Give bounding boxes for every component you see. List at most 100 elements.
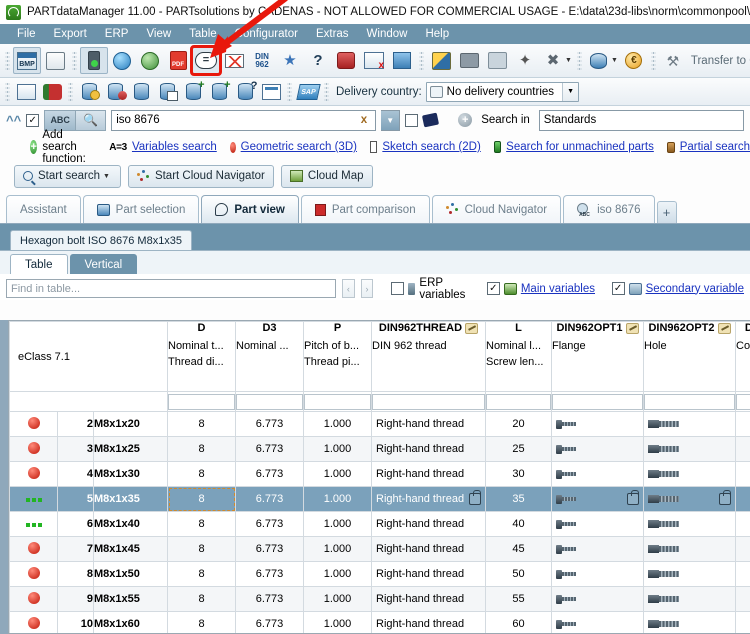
menu-item-configurator[interactable]: Configurator [234,28,298,40]
globe-green-button[interactable] [136,47,164,74]
toolbar-grip[interactable] [72,49,77,72]
help-button[interactable]: ? [313,52,323,69]
toolbar-grip[interactable] [68,80,73,103]
erp-variables-checkbox[interactable] [391,282,405,295]
header-column-P[interactable]: P Pitch of b... Thread pi... [303,321,372,392]
cell-din96[interactable] [735,561,750,587]
cell-P[interactable]: 1.000 [303,611,372,633]
menu-item-table[interactable]: Table [189,28,217,40]
cell-D[interactable]: 8 [167,536,236,562]
header-column-din962opt2[interactable]: DIN962OPT2 Hole [643,321,736,392]
main-variables-checkbox[interactable]: ✓ [486,282,500,295]
database-query-button[interactable] [232,80,258,103]
main-variables-link[interactable]: Main variables [520,282,595,295]
catalog-filter-checkbox[interactable] [405,113,419,127]
cell-L[interactable]: 30 [485,461,552,487]
start-cloud-navigator-button[interactable]: Start Cloud Navigator [127,164,274,188]
menu-item-view[interactable]: View [146,28,172,40]
cell-D3[interactable]: 6.773 [235,611,304,633]
snapshot-button[interactable] [455,47,483,74]
cell-D3[interactable]: 6.773 [235,486,304,512]
database-list-button[interactable] [258,80,284,103]
table-row[interactable]: 10 M8x1x60 8 6.773 1.000 Right-hand thread 60 [9,611,750,633]
traffic-light-button[interactable] [80,47,108,74]
sap-button[interactable]: SAP [295,80,321,103]
cell-din962opt2[interactable] [643,411,736,437]
add-tab-button[interactable]: + [656,201,677,223]
tab-part-view[interactable]: Part view [201,195,299,223]
toolbar-grip[interactable] [5,80,10,103]
cell-P[interactable]: 1.000 [303,586,372,612]
cell-P[interactable]: 1.000 [303,436,372,462]
find-prev-button[interactable]: ‹ [342,279,355,298]
filter-cell-din96[interactable] [735,391,750,412]
magic-wand-button[interactable]: ✦ [518,52,532,69]
chevron-down-icon[interactable]: ▼ [562,82,579,101]
secondary-variables-checkbox[interactable]: ✓ [611,282,625,295]
filter-cell-D[interactable] [167,391,236,412]
cell-D3[interactable]: 6.773 [235,586,304,612]
cell-D3[interactable]: 6.773 [235,561,304,587]
row-name-cell[interactable]: M8x1x30 [93,461,168,487]
tab-assistant[interactable]: Assistant [6,195,81,223]
database-environment-button[interactable] [206,80,232,103]
cell-din962opt1[interactable] [551,586,644,612]
add-search-function-icon[interactable]: + [30,140,38,154]
cell-din96[interactable] [735,511,750,537]
cell-din962opt2[interactable] [643,436,736,462]
search-in-input[interactable]: Standards [538,109,744,131]
lock-icon[interactable] [469,490,481,505]
export-pdf-button[interactable]: PDF [164,47,192,74]
menu-item-help[interactable]: Help [425,28,450,40]
din-962-button[interactable]: DIN 962 [255,51,269,69]
cell-D[interactable]: 8 [167,436,236,462]
magic-wand-off-button[interactable]: ✖ [546,52,560,69]
filter-cell-P[interactable] [303,391,372,412]
header-column-D[interactable]: D Nominal t... Thread di... [167,321,236,392]
cell-P[interactable]: 1.000 [303,536,372,562]
cell-L[interactable]: 50 [485,561,552,587]
cylinder-button[interactable] [585,47,613,74]
cell-din96[interactable] [735,461,750,487]
cell-P[interactable]: 1.000 [303,486,372,512]
table-row[interactable]: 5 M8x1x35 8 6.773 1.000 Right-hand thread 35 [9,486,750,512]
table-row[interactable]: 8 M8x1x50 8 6.773 1.000 Right-hand thread 50 [9,561,750,587]
cell-D[interactable]: 8 [167,561,236,587]
secondary-variables-toggle[interactable]: ✓ Secondary variable [611,282,744,295]
database-mail-button[interactable] [154,80,180,103]
header-column-L[interactable]: L Nominal l... Screw len... [485,321,552,392]
cell-L[interactable]: 25 [485,436,552,462]
chevron-down-icon[interactable]: ▼ [565,57,572,64]
menu-item-erp[interactable]: ERP [104,28,129,40]
cell-D3[interactable]: 6.773 [235,511,304,537]
transfer-to-cad-icon[interactable]: ⚒ [666,52,680,69]
cell-L[interactable]: 20 [485,411,552,437]
erp-variables-toggle[interactable]: ERP variables [391,277,470,301]
cell-L[interactable]: 45 [485,536,552,562]
transfer-to-cad-label[interactable]: Transfer to CA [690,54,750,67]
cell-L[interactable]: 55 [485,586,552,612]
favorites-button[interactable]: ★ [283,52,297,69]
partial-search-link[interactable]: Partial search [679,141,750,153]
search-mode-abc[interactable]: ABC [45,110,76,130]
cell-D[interactable]: 8 [167,486,236,512]
row-name-cell[interactable]: M8x1x60 [93,611,168,633]
delivery-country-select[interactable]: No delivery countries ▼ [425,81,580,102]
grid-button[interactable] [388,47,416,74]
table-row[interactable]: 7 M8x1x45 8 6.773 1.000 Right-hand thread 45 [9,536,750,562]
red-bolt-button[interactable] [39,80,65,103]
cell-din962opt2[interactable] [643,536,736,562]
cell-D[interactable]: 8 [167,461,236,487]
cell-D3[interactable]: 6.773 [235,536,304,562]
toolbar-grip[interactable] [419,49,424,72]
cell-din962thread[interactable]: Right-hand thread [371,536,486,562]
cell-L[interactable]: 60 [485,611,552,633]
cell-din962opt2[interactable] [643,486,736,512]
cell-P[interactable]: 1.000 [303,411,372,437]
cell-L[interactable]: 40 [485,511,552,537]
chevron-down-icon[interactable]: ▼ [610,57,618,64]
cell-din962opt2[interactable] [643,461,736,487]
header-column-D3[interactable]: D3 Nominal ... [235,321,304,392]
cell-L[interactable]: 35 [485,486,552,512]
cell-din962opt2[interactable] [643,611,736,633]
